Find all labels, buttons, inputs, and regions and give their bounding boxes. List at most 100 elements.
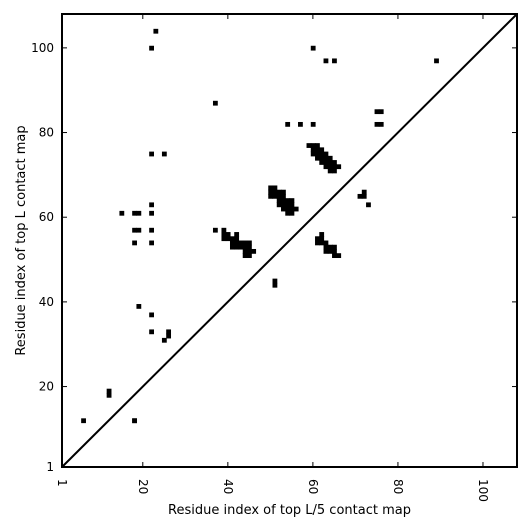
contact-cell [336, 253, 342, 259]
contact-cell [327, 164, 333, 170]
contact-cell [323, 244, 329, 250]
contact-cell [229, 236, 235, 242]
y-tick-label: 20 [39, 380, 54, 394]
contact-cell [268, 185, 274, 191]
contact-cell [276, 189, 282, 195]
contact-cell [212, 100, 218, 106]
contact-cell [132, 227, 137, 233]
y-axis: 1 20 40 60 80 100 [31, 41, 517, 474]
y-tick-label: 40 [39, 295, 54, 309]
contact-cell [132, 240, 137, 246]
contact-cell [242, 240, 248, 246]
contact-cell [281, 193, 286, 199]
contact-cell [310, 45, 316, 51]
contact-cell [132, 418, 137, 424]
diagonal-line [61, 13, 518, 468]
contact-cell [136, 304, 142, 309]
contact-cell [229, 240, 235, 246]
contact-cell [221, 232, 227, 237]
y-tick-label: 80 [39, 126, 54, 140]
contact-cell [285, 198, 291, 203]
contact-cell [315, 147, 320, 153]
x-axis: 1 20 40 60 80 100 [55, 14, 490, 502]
contact-cell [242, 253, 248, 259]
contact-cell [149, 210, 154, 216]
contact-cell [149, 202, 154, 208]
contact-cell [293, 206, 299, 212]
x-tick-label: 60 [306, 479, 320, 494]
contact-cell [361, 193, 367, 199]
contact-cell [374, 109, 380, 115]
contact-cell [327, 248, 333, 254]
contact-cell [310, 121, 316, 127]
contact-cell [136, 227, 142, 233]
contact-cell [276, 193, 282, 199]
contact-cell [361, 189, 367, 195]
contact-cell [366, 202, 371, 208]
contact-cell [132, 210, 137, 216]
contact-cell [310, 151, 316, 157]
contact-cell [319, 151, 325, 157]
y-tick-label: 100 [31, 41, 54, 55]
contact-cell [281, 206, 286, 212]
contact-cell [289, 210, 295, 216]
contact-cell [327, 244, 333, 250]
contact-cell [289, 206, 295, 212]
contact-cell [149, 312, 154, 318]
contact-cell [285, 202, 291, 208]
contact-cell [327, 160, 333, 165]
contact-cell [285, 206, 291, 212]
contact-cell [323, 248, 329, 254]
contact-cell [332, 244, 337, 250]
contact-cell [149, 151, 154, 157]
contact-cell [234, 232, 240, 237]
contact-cell [238, 244, 244, 250]
contact-cell [319, 240, 325, 246]
contact-cell [136, 210, 142, 216]
contact-cell [221, 236, 227, 242]
x-tick-label: 1 [55, 479, 69, 487]
contact-cell [234, 236, 240, 242]
contact-cell [106, 392, 112, 398]
contact-cell [149, 45, 154, 51]
contact-cell [247, 244, 252, 250]
contact-cell [327, 168, 333, 174]
contact-cell [229, 244, 235, 250]
contact-cell [357, 193, 363, 199]
contact-cell [234, 240, 240, 246]
contact-cell [234, 244, 240, 250]
contact-cell [242, 244, 248, 250]
x-tick-label: 80 [391, 479, 405, 494]
contact-cell [276, 202, 282, 208]
contact-cell [315, 240, 320, 246]
contact-cell [332, 58, 337, 64]
contact-cell [315, 151, 320, 157]
contact-cell [298, 121, 303, 127]
contact-cell [319, 147, 325, 153]
contact-cell [310, 143, 316, 148]
contact-cell [272, 193, 278, 199]
contact-cell [332, 164, 337, 170]
contact-cell [276, 198, 282, 203]
contact-cell [323, 58, 329, 64]
contact-cell [315, 143, 320, 148]
contact-cell [310, 147, 316, 153]
contact-cell [306, 143, 312, 148]
contact-cell [247, 253, 252, 259]
contact-cell [247, 240, 252, 246]
contact-cell [323, 240, 329, 246]
contact-cell [161, 337, 167, 343]
contact-cell [315, 236, 320, 242]
contact-cell [272, 185, 278, 191]
contact-cell [332, 168, 337, 174]
contact-cell [225, 236, 231, 242]
contact-cell [319, 160, 325, 165]
x-axis-title: Residue index of top L/5 contact map [168, 503, 411, 518]
contact-cell [281, 198, 286, 203]
contact-cell [332, 160, 337, 165]
contact-cell [272, 278, 278, 284]
contact-cell [268, 189, 274, 195]
contact-cell [332, 253, 337, 259]
x-tick-label: 40 [221, 479, 235, 494]
